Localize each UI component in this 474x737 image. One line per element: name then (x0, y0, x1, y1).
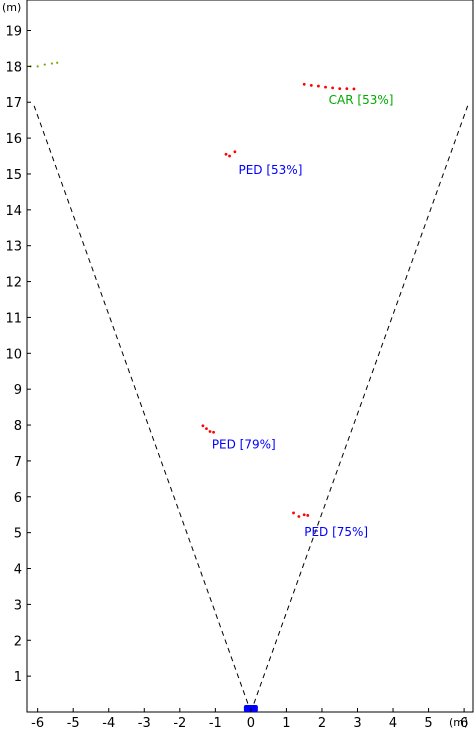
x-tick-label: -2 (173, 716, 186, 731)
detection-point (317, 84, 320, 88)
detection-point (212, 430, 215, 434)
fov-line-right (250, 105, 469, 713)
track-point (56, 61, 59, 64)
detection-point (324, 85, 327, 89)
detection-point (331, 86, 335, 90)
track-point (43, 63, 46, 66)
y-tick-label: 13 (5, 240, 22, 255)
detection-point (352, 87, 356, 91)
detection-point (233, 150, 237, 154)
x-tick-label: 4 (389, 716, 397, 731)
y-tick-label: 3 (14, 598, 22, 613)
unlabeled-track (29, 61, 59, 68)
x-tick-label: -1 (209, 716, 222, 731)
y-tick-label: 10 (5, 347, 22, 362)
y-tick-label: 1 (14, 670, 22, 685)
detection-point (201, 424, 205, 428)
x-tick-label: -3 (138, 716, 151, 731)
x-tick-label: -4 (102, 716, 115, 731)
detection-point (224, 152, 228, 156)
detection-label: CAR [53%] (329, 93, 394, 107)
detection-point (309, 83, 313, 87)
x-tick-label: 6 (460, 716, 468, 731)
y-tick-label: 7 (14, 455, 22, 470)
detection-point (208, 430, 212, 433)
fov-lines (33, 105, 469, 713)
x-tick-label: -6 (31, 716, 44, 731)
detection-label: PED [79%] (212, 437, 276, 451)
y-tick-label: 15 (5, 168, 22, 183)
y-tick-label: 16 (5, 132, 22, 147)
x-tick-label: 5 (424, 716, 432, 731)
detection-point (297, 515, 301, 518)
y-tick-label: 17 (5, 96, 22, 111)
detection-point (292, 511, 295, 515)
x-tick-label: -5 (67, 716, 80, 731)
y-tick-label: 14 (5, 204, 22, 219)
y-tick-label: 5 (14, 527, 22, 542)
plot-frame (26, 0, 474, 713)
track-point (50, 62, 53, 65)
detection-point (302, 513, 306, 517)
track-point (36, 65, 39, 68)
x-axis-unit: (m) (449, 716, 468, 729)
y-tick-label: 18 (5, 60, 22, 75)
y-tick-label: 12 (5, 276, 22, 291)
y-axis-unit: (m) (2, 1, 21, 14)
y-tick-label: 2 (14, 634, 22, 649)
x-tick-label: 2 (318, 716, 326, 731)
y-tick-label: 6 (14, 491, 22, 506)
x-axis-ticks: -6 -5 -4 -3 -2 -1 0 1 2 3 4 5 6 (31, 708, 468, 731)
x-tick-label: 0 (247, 716, 255, 731)
y-tick-label: 9 (14, 383, 22, 398)
detection-point (345, 87, 349, 90)
detection-point (306, 514, 310, 517)
detection-labels: CAR [53%] PED [53%] PED [79%] PED [75%] (212, 93, 394, 539)
detection-label: PED [75%] (304, 525, 368, 539)
y-tick-label: 8 (14, 419, 22, 434)
detection-points (201, 82, 356, 518)
fov-line-left (33, 105, 252, 713)
y-tick-label: 4 (14, 563, 22, 578)
detection-label: PED [53%] (238, 163, 302, 177)
detection-point (205, 427, 208, 431)
detection-point (302, 82, 306, 86)
x-tick-label: 3 (353, 716, 361, 731)
detection-point (228, 154, 231, 158)
detection-point (338, 87, 342, 90)
y-tick-label: 19 (5, 24, 22, 39)
y-tick-label: 11 (5, 311, 22, 326)
x-tick-label: 1 (282, 716, 290, 731)
